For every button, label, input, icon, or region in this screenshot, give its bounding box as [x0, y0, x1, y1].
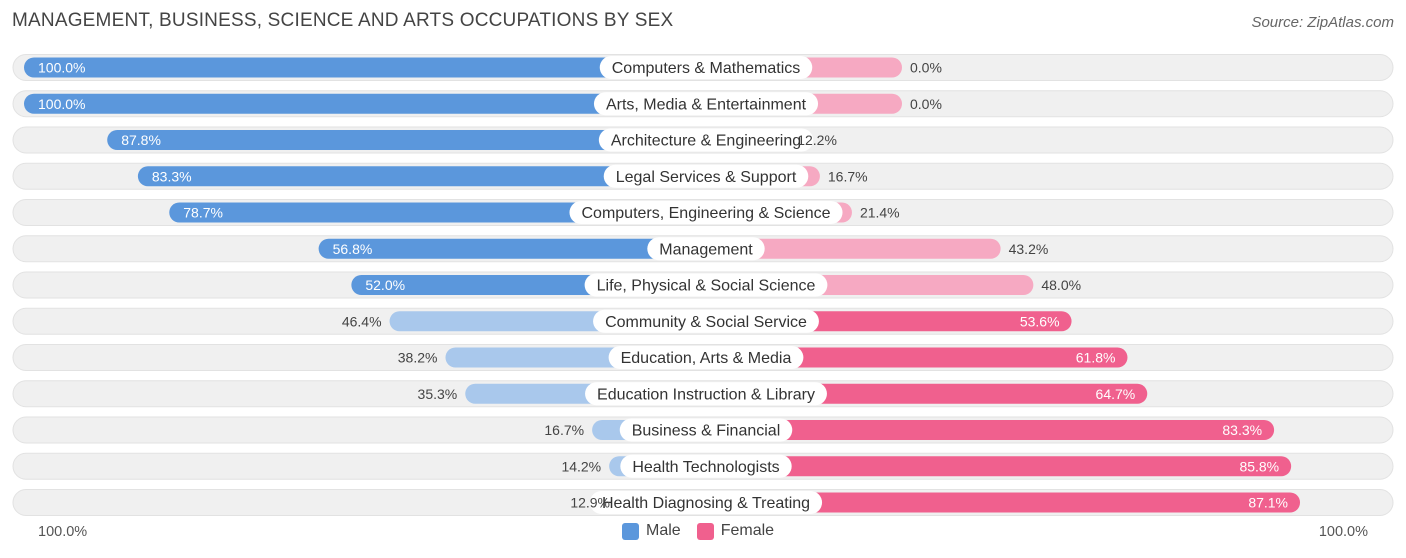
value-label-female: 64.7% [1096, 386, 1136, 402]
category-pill [647, 237, 765, 261]
category-pill [585, 382, 827, 406]
category-pill [598, 128, 814, 152]
category-label: Education, Arts & Media [621, 350, 792, 367]
value-label-female: 85.8% [1239, 458, 1279, 474]
legend-item-male: Male [622, 522, 681, 540]
value-label-female: 21.4% [860, 205, 900, 221]
category-label: Community & Social Service [605, 314, 807, 331]
category-pill [599, 56, 813, 79]
legend-item-female: Female [696, 522, 775, 540]
bar-male [24, 93, 706, 114]
bar-male [24, 57, 706, 78]
value-label-female: 16.7% [828, 168, 868, 184]
category-label: Computers & Mathematics [612, 60, 801, 77]
category-pill [593, 309, 819, 333]
value-label-male: 16.7% [544, 422, 584, 438]
value-label-female: 48.0% [1041, 277, 1081, 293]
value-label-male: 14.2% [561, 458, 601, 474]
value-label-male: 12.9% [570, 495, 610, 511]
value-label-male: 78.7% [183, 205, 223, 221]
legend-label-female: Female [720, 522, 775, 539]
value-label-female: 53.6% [1020, 313, 1060, 329]
value-label-male: 35.3% [418, 386, 458, 402]
category-pill [593, 92, 819, 116]
value-label-male: 38.2% [398, 350, 438, 366]
legend-swatch-male [622, 522, 639, 540]
category-pill [608, 346, 804, 369]
bar-female [706, 420, 1275, 440]
source-credit: Source: ZipAtlas.com [1251, 14, 1394, 31]
category-pill [620, 454, 792, 478]
value-label-male: 100.0% [38, 96, 85, 112]
category-label: Management [659, 241, 753, 258]
category-label: Computers, Engineering & Science [581, 205, 830, 222]
value-label-male: 87.8% [121, 132, 161, 148]
value-label-female: 0.0% [910, 96, 942, 112]
legend-swatch-female [696, 522, 714, 540]
value-label-female: 0.0% [910, 60, 942, 76]
value-label-male: 83.3% [152, 168, 192, 184]
bar-male [107, 130, 707, 150]
value-label-female: 12.2% [797, 132, 837, 148]
category-label: Education Instruction & Library [597, 386, 815, 403]
category-pill [584, 273, 828, 297]
category-label: Legal Services & Support [616, 169, 797, 186]
category-pill [569, 201, 843, 224]
category-label: Architecture & Engineering [611, 133, 801, 150]
bar-female [706, 347, 1128, 368]
value-label-female: 43.2% [1009, 241, 1049, 257]
category-label: Business & Financial [632, 423, 781, 440]
legend: Male Female [622, 522, 790, 540]
bar-male [137, 166, 707, 187]
value-label-male: 100.0% [38, 60, 85, 76]
bar-female [706, 492, 1301, 513]
category-pill [589, 491, 823, 514]
value-label-female: 61.8% [1076, 350, 1116, 366]
category-pill [619, 418, 793, 442]
category-label: Health Diagnosing & Treating [602, 495, 810, 512]
bar-female [706, 456, 1292, 477]
category-label: Health Technologists [632, 459, 779, 476]
bar-female [706, 238, 1001, 259]
category-label: Life, Physical & Social Science [597, 278, 816, 295]
category-pill [603, 164, 809, 188]
bar-male [318, 238, 706, 259]
axis-right-label: 100.0% [1318, 524, 1368, 540]
value-label-female: 87.1% [1248, 495, 1288, 511]
value-label-male: 52.0% [365, 277, 405, 293]
axis-left-label: 100.0% [38, 524, 88, 540]
value-label-male: 56.8% [333, 241, 373, 257]
category-label: Arts, Media & Entertainment [606, 96, 807, 113]
value-label-female: 83.3% [1222, 422, 1262, 438]
legend-label-male: Male [646, 522, 681, 539]
chart-title: MANAGEMENT, BUSINESS, SCIENCE AND ARTS O… [12, 10, 674, 31]
value-label-male: 46.4% [342, 313, 382, 329]
